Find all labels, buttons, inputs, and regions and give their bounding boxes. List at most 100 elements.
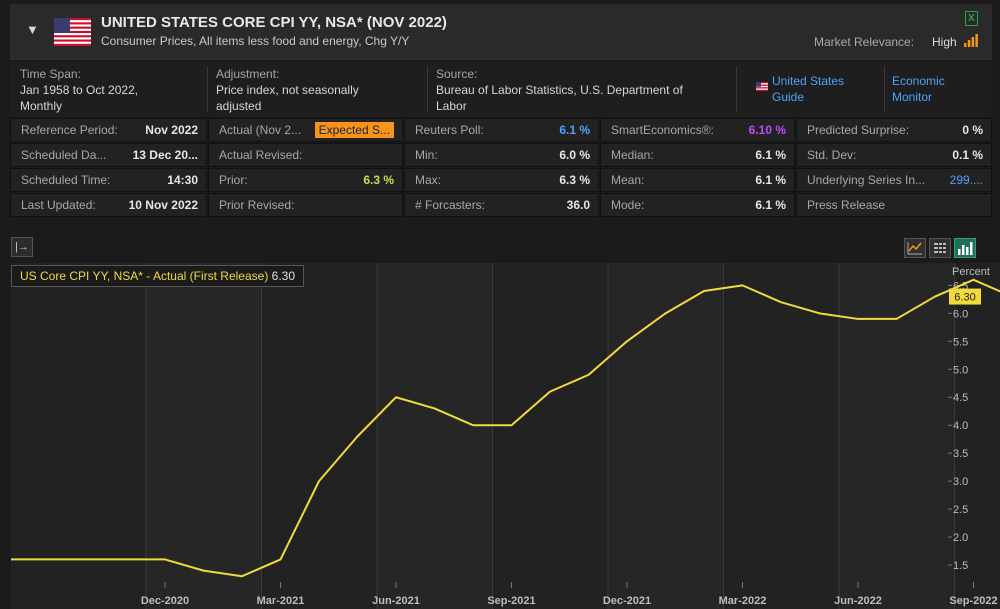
stat-label: Scheduled Time: bbox=[21, 173, 111, 187]
us-flag-small-icon bbox=[756, 82, 768, 91]
stat-scheduled-time: Scheduled Time: 14:30 bbox=[10, 168, 207, 192]
y-tick-label: 5.5 bbox=[953, 336, 968, 348]
stat-value: 0 % bbox=[962, 123, 983, 137]
stat-label: Scheduled Da... bbox=[21, 148, 107, 162]
y-axis-unit: Percent bbox=[952, 266, 990, 278]
stat-value: 6.3 % bbox=[363, 173, 394, 187]
country-guide-link-line1[interactable]: United States bbox=[772, 74, 845, 88]
stat-label: Mean: bbox=[611, 173, 645, 187]
stat-actual: Actual (Nov 2... Expected S... bbox=[208, 118, 403, 142]
stat-prior: Prior: 6.3 % bbox=[208, 168, 403, 192]
page-title: UNITED STATES CORE CPI YY, NSA* (NOV 202… bbox=[101, 14, 447, 31]
y-tick-label: 5.0 bbox=[953, 364, 968, 376]
y-tick-label: 4.5 bbox=[953, 392, 968, 404]
y-tick-label: 4.0 bbox=[953, 420, 968, 432]
underlying-series-link[interactable]: 299.... bbox=[949, 173, 983, 187]
divider bbox=[427, 66, 428, 112]
legend-series-value: 6.30 bbox=[271, 269, 296, 283]
economic-monitor-link[interactable]: Economic Monitor bbox=[892, 66, 945, 105]
market-relevance-label: Market Relevance: bbox=[814, 35, 915, 49]
stat-label: Predicted Surprise: bbox=[807, 123, 910, 137]
stat-label: # Forcasters: bbox=[415, 198, 486, 212]
stat-label: Max: bbox=[415, 173, 442, 187]
stat-std-dev: Std. Dev: 0.1 % bbox=[796, 143, 992, 167]
table-icon[interactable] bbox=[929, 238, 951, 258]
stat-scheduled-date: Scheduled Da... 13 Dec 20... bbox=[10, 143, 207, 167]
toggle-panel-button[interactable]: |→ bbox=[11, 237, 33, 257]
x-tick-label: Dec-2021 bbox=[603, 595, 651, 607]
stat-label: Prior: bbox=[219, 173, 248, 187]
stat-mean: Mean: 6.1 % bbox=[600, 168, 795, 192]
stat-prior-revised: Prior Revised: bbox=[208, 193, 403, 217]
stat-value: 6.1 % bbox=[755, 173, 786, 187]
stat-reference-period: Reference Period: Nov 2022 bbox=[10, 118, 207, 142]
x-tick-label: Jun-2022 bbox=[834, 595, 882, 607]
stat-value: 6.0 % bbox=[559, 148, 590, 162]
stat-value: 13 Dec 20... bbox=[132, 148, 198, 162]
excel-export-icon[interactable]: X bbox=[965, 11, 978, 26]
indicator-header: ▼ UNITED STATES CORE CPI YY, NSA* (NOV 2… bbox=[10, 4, 992, 60]
grid-band bbox=[839, 263, 955, 609]
stat-label: SmartEconomics®: bbox=[611, 123, 714, 137]
stat-value: 14:30 bbox=[167, 173, 198, 187]
stat-value: 6.1 % bbox=[559, 123, 590, 137]
y-tick-label: 2.5 bbox=[953, 504, 968, 516]
adjustment-label: Adjustment: bbox=[216, 67, 280, 81]
stat-actual-revised: Actual Revised: bbox=[208, 143, 403, 167]
series-layer bbox=[11, 278, 1000, 578]
stat-label: Mode: bbox=[611, 198, 645, 212]
us-flag-icon bbox=[54, 18, 91, 46]
page-subtitle: Consumer Prices, All items less food and… bbox=[101, 34, 410, 48]
line-chart-icon[interactable] bbox=[904, 238, 926, 258]
divider bbox=[736, 66, 737, 112]
last-value-badge-label: 6.30 bbox=[954, 292, 975, 304]
stat-press-release: Press Release bbox=[796, 193, 992, 217]
stat-value: 6.3 % bbox=[559, 173, 590, 187]
stat-predicted-surprise: Predicted Surprise: 0 % bbox=[796, 118, 992, 142]
series-line[interactable] bbox=[11, 278, 1000, 578]
y-tick-label: 3.0 bbox=[953, 476, 968, 488]
grid-band bbox=[954, 263, 1000, 609]
y-tick-label: 1.5 bbox=[953, 560, 968, 572]
stat-value: 36.0 bbox=[566, 198, 590, 212]
adjustment: Adjustment: Price index, not seasonally … bbox=[216, 66, 359, 114]
stat-value: 10 Nov 2022 bbox=[128, 198, 198, 212]
grid-band bbox=[723, 263, 839, 609]
collapse-icon[interactable]: ▼ bbox=[26, 22, 39, 37]
x-tick-label: Dec-2020 bbox=[141, 595, 189, 607]
economic-monitor-link-line1[interactable]: Economic bbox=[892, 74, 945, 88]
country-guide-link[interactable]: United States Guide bbox=[772, 66, 844, 105]
stat-value: 0.1 % bbox=[952, 148, 983, 162]
stat-value: Nov 2022 bbox=[145, 123, 198, 137]
economic-monitor-link-line2[interactable]: Monitor bbox=[892, 90, 933, 104]
grid-band bbox=[261, 263, 377, 609]
x-tick-label: Sep-2021 bbox=[487, 595, 535, 607]
line-chart[interactable]: 1.52.02.53.03.54.04.55.05.56.06.5 Dec-20… bbox=[0, 232, 1000, 609]
stat-label: Actual Revised: bbox=[219, 148, 303, 162]
y-tick-label: 6.0 bbox=[953, 308, 968, 320]
vertical-gridlines bbox=[145, 263, 1000, 609]
y-tick-label: 3.5 bbox=[953, 448, 968, 460]
source-value-cont: Labor bbox=[436, 99, 467, 113]
bar-chart-icon[interactable] bbox=[954, 238, 976, 258]
stats-grid: Reference Period: Nov 2022 Scheduled Da..… bbox=[10, 118, 992, 218]
legend-series-name: US Core CPI YY, NSA* - Actual (First Rel… bbox=[20, 269, 269, 283]
adjustment-value-cont: adjusted bbox=[216, 99, 262, 113]
stat-label: Actual (Nov 2... bbox=[219, 123, 302, 137]
series-info: Time Span: Jan 1958 to Oct 2022, Monthly… bbox=[10, 62, 992, 116]
press-release-link[interactable]: Press Release bbox=[807, 198, 886, 212]
stat-label: Std. Dev: bbox=[807, 148, 857, 162]
stat-value: 6.1 % bbox=[755, 198, 786, 212]
stat-last-updated: Last Updated: 10 Nov 2022 bbox=[10, 193, 207, 217]
x-tick-label: Mar-2022 bbox=[719, 595, 767, 607]
grid-band bbox=[146, 263, 262, 609]
stat-value: 6.10 % bbox=[748, 123, 786, 137]
source-value: Bureau of Labor Statistics, U.S. Departm… bbox=[436, 83, 683, 97]
time-span: Time Span: Jan 1958 to Oct 2022, Monthly bbox=[20, 66, 138, 114]
y-tick-label: 2.0 bbox=[953, 532, 968, 544]
stat-label: Last Updated: bbox=[21, 198, 96, 212]
country-guide-link-line2[interactable]: Guide bbox=[772, 90, 805, 104]
divider bbox=[207, 66, 208, 112]
adjustment-value: Price index, not seasonally bbox=[216, 83, 359, 97]
source: Source: Bureau of Labor Statistics, U.S.… bbox=[436, 66, 683, 114]
